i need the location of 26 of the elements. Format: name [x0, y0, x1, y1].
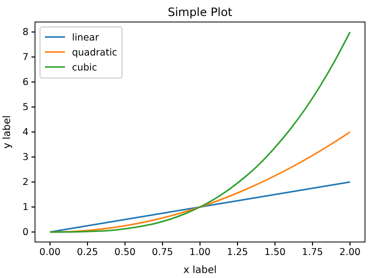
y-tick-label: 3	[22, 152, 28, 164]
chart-title: Simple Plot	[168, 5, 233, 19]
y-tick-label: 8	[22, 27, 28, 38]
line-series	[49, 131, 351, 233]
legend-label: quadratic	[72, 48, 118, 58]
x-tick-label: 2.00	[339, 247, 361, 258]
y-tick-label: 6	[22, 77, 28, 88]
x-tick-label: 1.00	[189, 247, 211, 258]
legend-label: cubic	[72, 62, 98, 74]
y-tick-label: 4	[22, 127, 28, 138]
y-tick-label: 7	[22, 52, 28, 64]
x-tick-label: 0.50	[114, 247, 136, 258]
y-axis-title: y label	[2, 115, 13, 149]
line-series	[49, 31, 351, 233]
y-tick-label: 1	[22, 202, 28, 214]
x-tick-label: 1.50	[264, 247, 286, 258]
x-tick-label: 0.00	[39, 247, 61, 258]
legend-label: linear	[72, 32, 99, 44]
y-tick-label: 5	[22, 102, 28, 114]
x-tick-label: 1.25	[226, 247, 248, 258]
y-tick-label: 0	[22, 227, 28, 238]
x-tick-label: 0.75	[152, 247, 174, 258]
x-tick-label: 1.75	[302, 247, 324, 258]
x-tick-label: 0.25	[76, 247, 98, 258]
x-axis-title: x label	[183, 265, 217, 276]
y-tick-label: 2	[22, 177, 28, 188]
